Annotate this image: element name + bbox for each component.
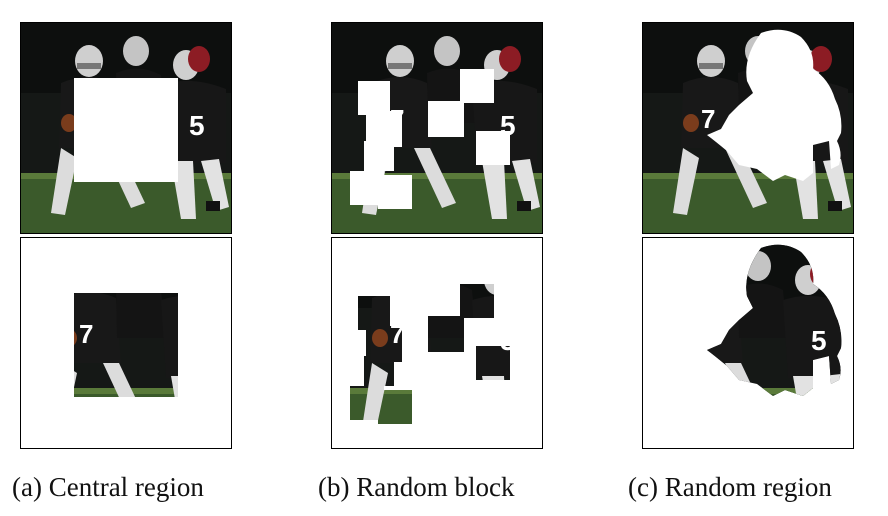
caption-a: (a) Central region (12, 472, 204, 502)
caption-c: (c) Random region (628, 472, 832, 502)
panel-a-masked-image (20, 22, 232, 234)
panel-c-masked-image (642, 22, 854, 234)
random-block-masks (350, 69, 510, 209)
panel-a-region-image (20, 237, 232, 449)
panel-b-region-image (331, 237, 543, 449)
random-region-mask (707, 29, 842, 181)
panel-b-masked-image (331, 22, 543, 234)
caption-b: (b) Random block (318, 472, 515, 502)
panel-c-region-image (642, 237, 854, 449)
central-mask (74, 78, 178, 182)
